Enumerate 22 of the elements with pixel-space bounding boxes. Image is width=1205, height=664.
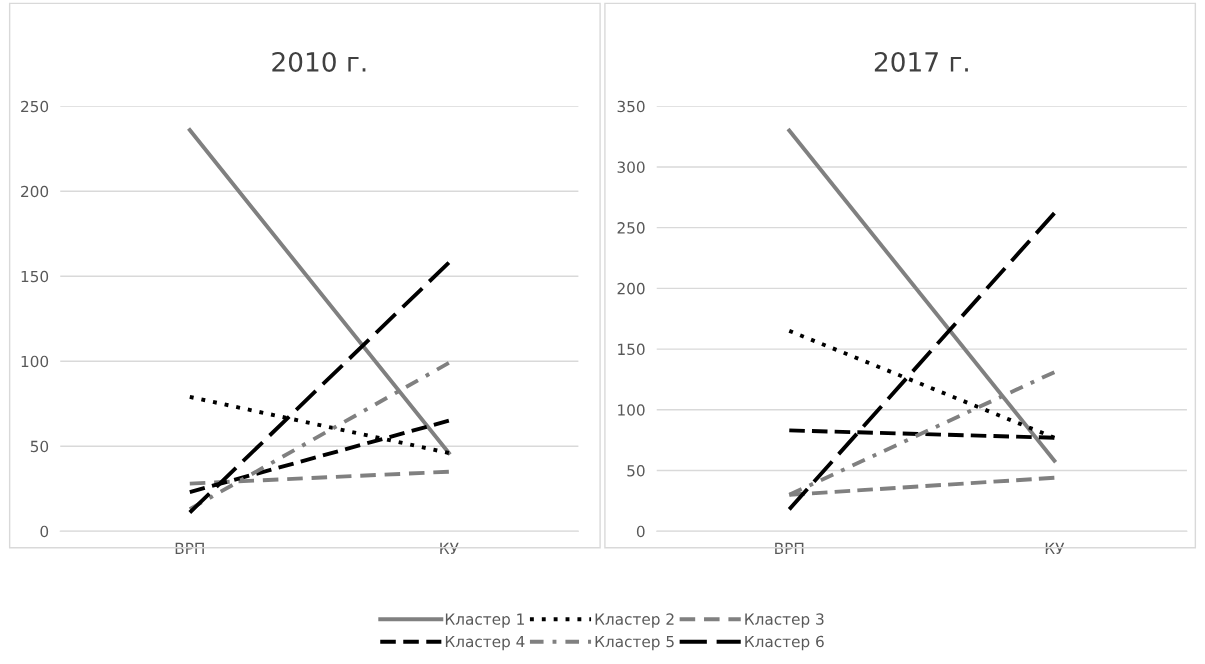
y-tick-label: 200 bbox=[21, 185, 49, 198]
legend-label: Кластер 2 bbox=[595, 613, 674, 628]
y-tick-label: 50 bbox=[627, 464, 645, 477]
legend-label: Кластер 1 bbox=[445, 613, 524, 628]
legend-label: Кластер 5 bbox=[595, 635, 674, 651]
legend-label: Кластер 4 bbox=[445, 635, 525, 651]
legend-label: Кластер 3 bbox=[745, 613, 824, 628]
y-tick-label: 350 bbox=[617, 100, 645, 113]
y-tick-label: 50 bbox=[30, 440, 49, 453]
y-tick-label: 250 bbox=[617, 222, 645, 234]
y-tick-label: 300 bbox=[617, 161, 645, 173]
legend-label: Кластер 6 bbox=[745, 635, 824, 651]
y-tick-label: 100 bbox=[21, 355, 49, 368]
y-tick-label: 200 bbox=[617, 282, 645, 295]
y-tick-label: 150 bbox=[21, 270, 49, 283]
chart-title: 2010 г. bbox=[272, 51, 366, 72]
y-tick-label: 250 bbox=[21, 100, 49, 113]
chart-title: 2017 г. bbox=[874, 51, 968, 72]
y-tick-label: 0 bbox=[40, 525, 49, 538]
y-tick-label: 150 bbox=[618, 343, 645, 356]
y-tick-label: 0 bbox=[636, 525, 645, 538]
y-tick-label: 100 bbox=[618, 404, 645, 416]
